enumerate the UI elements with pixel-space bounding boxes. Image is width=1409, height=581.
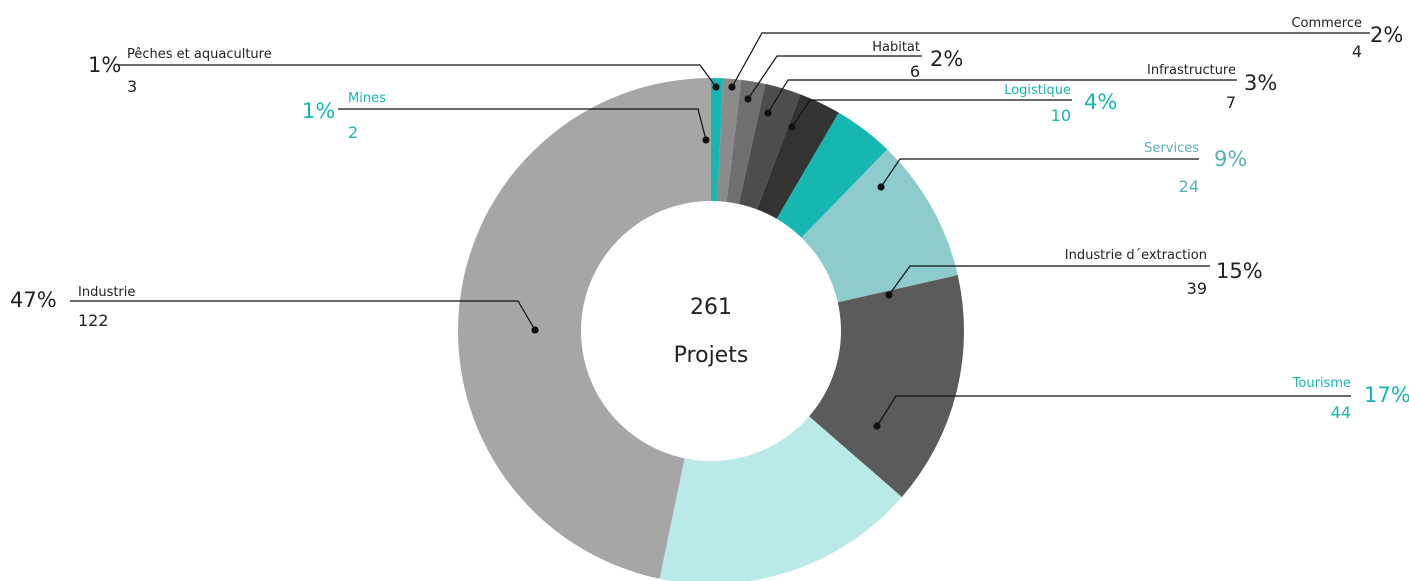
center-label: Projets — [674, 343, 749, 368]
pct-label-services: 9% — [1214, 147, 1247, 171]
leader-dot-services — [877, 183, 885, 191]
name-label-mines: Mines — [348, 91, 386, 106]
center-count: 261 — [690, 295, 732, 320]
pct-label-commerce: 2% — [1370, 23, 1403, 47]
pct-label-peches-et-aquaculture: 1% — [88, 53, 121, 77]
leader-dot-tourisme — [873, 422, 881, 430]
pct-label-industrie-d-extraction: 15% — [1216, 259, 1263, 283]
name-label-tourisme: Tourisme — [1292, 376, 1351, 391]
leader-line-tourisme — [876, 395, 1351, 427]
leader-line-mines — [338, 108, 707, 141]
leader-line-habitat — [747, 55, 922, 100]
name-label-industrie-d-extraction: Industrie d´extraction — [1065, 248, 1207, 263]
pct-label-tourisme: 17% — [1364, 383, 1409, 407]
leader-line-logistique — [791, 99, 1072, 128]
pct-label-infrastructure: 3% — [1244, 71, 1277, 95]
pct-label-mines: 1% — [302, 99, 335, 123]
name-label-peches-et-aquaculture: Pêches et aquaculture — [127, 47, 272, 62]
name-label-habitat: Habitat — [872, 40, 920, 55]
pct-label-industrie: 47% — [10, 288, 57, 312]
callouts: 1% Mines 2 1% Pêches et aquaculture 3 2% Commer… — [10, 16, 1409, 430]
count-label-mines: 2 — [348, 123, 358, 142]
leader-line-commerce — [731, 32, 1370, 88]
leader-dot-infrastructure — [764, 109, 772, 117]
count-label-industrie-d-extraction: 39 — [1187, 279, 1207, 298]
leader-dot-commerce — [728, 83, 736, 91]
name-label-commerce: Commerce — [1291, 16, 1362, 31]
count-label-industrie: 122 — [78, 311, 109, 330]
name-label-services: Services — [1144, 141, 1199, 156]
pct-label-habitat: 2% — [930, 47, 963, 71]
count-label-peches-et-aquaculture: 3 — [127, 77, 137, 96]
donut-hole — [581, 201, 841, 461]
name-label-infrastructure: Infrastructure — [1147, 63, 1236, 78]
count-label-services: 24 — [1179, 177, 1199, 196]
leader-dot-peches-et-aquaculture — [712, 83, 720, 91]
count-label-tourisme: 44 — [1331, 403, 1351, 422]
count-label-logistique: 10 — [1051, 106, 1071, 125]
pct-label-logistique: 4% — [1084, 90, 1117, 114]
leader-line-peches-et-aquaculture — [118, 64, 717, 88]
leader-line-industrie — [70, 300, 536, 331]
name-label-logistique: Logistique — [1004, 83, 1071, 98]
leader-line-industrie-d-extraction — [888, 265, 1210, 296]
leader-dot-mines — [702, 136, 710, 144]
name-label-industrie: Industrie — [78, 285, 135, 300]
leader-line-infrastructure — [767, 79, 1237, 114]
count-label-habitat: 6 — [910, 62, 920, 81]
leader-dot-logistique — [788, 123, 796, 131]
count-label-commerce: 4 — [1352, 42, 1362, 61]
leader-dot-habitat — [744, 95, 752, 103]
leader-dot-industrie-d-extraction — [885, 291, 893, 299]
leader-dot-industrie — [531, 326, 539, 334]
count-label-infrastructure: 7 — [1226, 93, 1236, 112]
leader-line-services — [880, 158, 1199, 188]
